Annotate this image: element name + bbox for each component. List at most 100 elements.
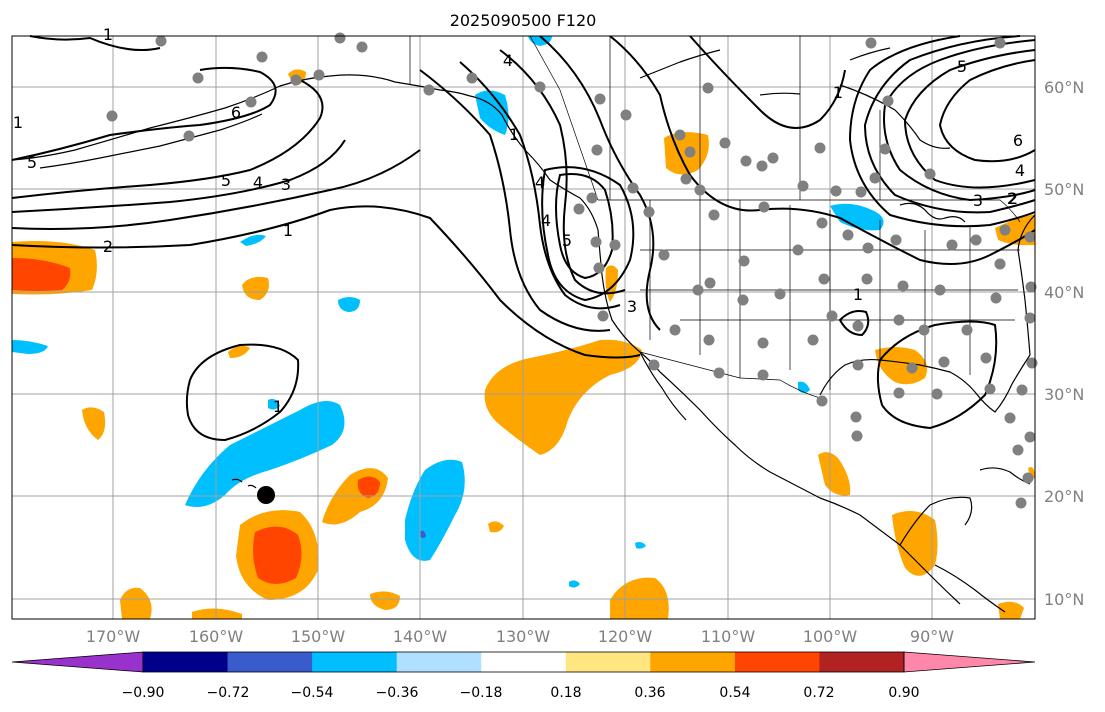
colorbar-tick-label: 0.36 bbox=[634, 685, 665, 701]
anomaly-warm-small-1 bbox=[242, 276, 269, 300]
lon-label: 100°W bbox=[803, 627, 858, 646]
contour-label: 6 bbox=[1013, 131, 1023, 150]
anomaly-strong-hawaii bbox=[253, 526, 302, 584]
station-marker bbox=[1026, 357, 1038, 369]
station-marker bbox=[774, 288, 786, 300]
station-marker bbox=[842, 229, 854, 241]
anomaly-strong-145w bbox=[357, 476, 380, 498]
station-marker bbox=[994, 258, 1006, 270]
central-america-coast bbox=[934, 564, 1006, 613]
station-marker bbox=[680, 173, 692, 185]
contour-east-3 bbox=[863, 35, 1036, 214]
anomaly-warm-small-7 bbox=[192, 608, 242, 619]
contour-label: 1 bbox=[13, 113, 23, 132]
station-marker bbox=[290, 74, 302, 86]
longitude-labels: 170°W 160°W 150°W 140°W 130°W 120°W 110°… bbox=[86, 627, 954, 646]
arctic-coast bbox=[639, 47, 891, 96]
station-marker bbox=[814, 142, 826, 154]
contour-label: 3 bbox=[627, 297, 637, 316]
anomaly-cool-great-lakes bbox=[830, 203, 884, 231]
station-marker bbox=[1025, 281, 1037, 293]
station-marker bbox=[792, 244, 804, 256]
station-marker bbox=[931, 388, 943, 400]
map-title: 2025090500 F120 bbox=[450, 11, 597, 30]
colorbar-segment bbox=[481, 652, 567, 672]
anomaly-warm-small-8 bbox=[370, 591, 400, 610]
contour-label: 2 bbox=[1008, 189, 1018, 208]
mexico-coast bbox=[659, 371, 961, 605]
contour-label: 5 bbox=[221, 171, 231, 190]
lon-label: 110°W bbox=[701, 627, 756, 646]
anomaly-warm-small-3 bbox=[228, 345, 250, 358]
station-marker bbox=[591, 144, 603, 156]
contour-east-4 bbox=[903, 49, 1036, 189]
station-marker bbox=[609, 239, 621, 251]
station-marker bbox=[1024, 312, 1036, 324]
station-marker bbox=[597, 310, 609, 322]
anomaly-warm-east-edge bbox=[1028, 467, 1035, 479]
station-marker bbox=[713, 367, 725, 379]
station-marker bbox=[882, 95, 894, 107]
station-marker bbox=[737, 294, 749, 306]
station-marker bbox=[893, 387, 905, 399]
station-marker bbox=[593, 262, 605, 274]
station-marker bbox=[740, 155, 752, 167]
station-marker bbox=[897, 280, 909, 292]
station-marker bbox=[961, 324, 973, 336]
contour-pacific-low bbox=[185, 343, 300, 442]
station-marker bbox=[738, 255, 750, 267]
station-marker bbox=[534, 81, 546, 93]
contour-gulf-1 bbox=[876, 320, 998, 430]
station-marker bbox=[627, 182, 639, 194]
lat-label: 30°N bbox=[1044, 385, 1084, 404]
highlight-point-marker bbox=[257, 486, 275, 504]
anomaly-warm-mexico bbox=[818, 452, 851, 496]
station-marker bbox=[757, 337, 769, 349]
map-panel: 5 4 3 2 1 5 4 6 4 1 1 5 4 3 2 1 5 6 4 3 … bbox=[11, 25, 1038, 620]
station-marker bbox=[1015, 497, 1027, 509]
station-marker bbox=[658, 249, 670, 261]
station-marker bbox=[767, 152, 779, 164]
anomaly-cool-small-1 bbox=[338, 297, 360, 312]
great-lakes-outline bbox=[899, 202, 966, 223]
anomaly-cool-alaska bbox=[475, 90, 509, 135]
station-marker bbox=[850, 411, 862, 423]
contour-label: 3 bbox=[973, 191, 983, 210]
contour-label: 4 bbox=[1015, 161, 1025, 180]
canada-provinces bbox=[529, 35, 881, 201]
station-marker bbox=[1016, 384, 1028, 396]
contour-upper-1 bbox=[689, 35, 846, 129]
lon-label: 150°W bbox=[291, 627, 346, 646]
anomaly-cool-small-6 bbox=[798, 381, 810, 393]
station-marker bbox=[1024, 431, 1036, 443]
station-marker bbox=[851, 430, 863, 442]
contour-label: 5 bbox=[562, 231, 572, 250]
station-marker bbox=[155, 35, 167, 47]
station-marker bbox=[356, 41, 368, 53]
contour-west-1 bbox=[11, 205, 641, 359]
station-marker bbox=[994, 37, 1006, 49]
anomaly-warm-small-2 bbox=[82, 407, 106, 440]
lat-label: 60°N bbox=[1044, 78, 1084, 97]
station-marker bbox=[256, 51, 268, 63]
station-marker bbox=[313, 69, 325, 81]
station-marker bbox=[648, 359, 660, 371]
latitude-labels: 60°N 50°N 40°N 30°N 20°N 10°N bbox=[1044, 78, 1084, 609]
colorbar-tick-label: −0.36 bbox=[376, 685, 419, 701]
station-marker bbox=[756, 160, 768, 172]
contour-label: 2 bbox=[103, 237, 113, 256]
station-markers bbox=[106, 32, 1038, 509]
station-marker bbox=[702, 82, 714, 94]
station-marker bbox=[893, 314, 905, 326]
contour-label: 1 bbox=[103, 25, 113, 44]
lon-label: 130°W bbox=[496, 627, 551, 646]
anomaly-cool-small-7 bbox=[569, 580, 580, 588]
station-marker bbox=[1022, 472, 1034, 484]
station-marker bbox=[694, 184, 706, 196]
station-marker bbox=[980, 352, 992, 364]
station-marker bbox=[466, 72, 478, 84]
atlantic-coast bbox=[1017, 214, 1036, 356]
contour-trough-3 bbox=[499, 49, 626, 295]
station-marker bbox=[245, 96, 257, 108]
